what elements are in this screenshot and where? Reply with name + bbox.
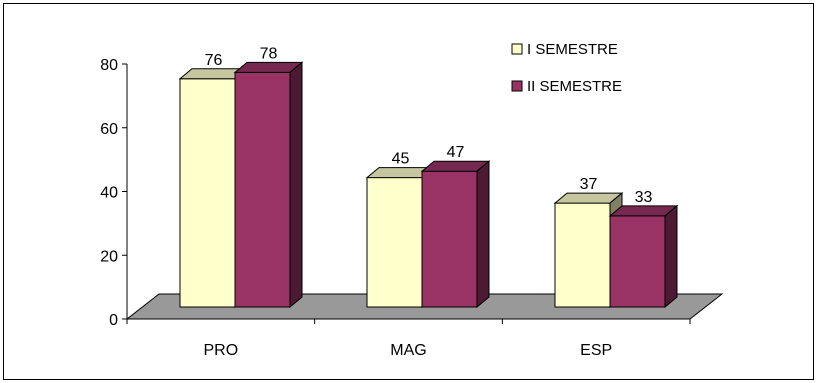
bar-side <box>289 61 303 309</box>
data-label: 37 <box>580 176 598 193</box>
data-label: 33 <box>635 189 653 206</box>
y-tick-label: 0 <box>109 312 118 329</box>
bar-front <box>179 78 236 308</box>
y-tick-label: 60 <box>100 121 118 138</box>
data-label: 76 <box>205 52 223 69</box>
bar-front <box>234 71 291 308</box>
legend-swatch <box>511 43 523 55</box>
legend-swatch <box>511 80 523 92</box>
data-label: 45 <box>392 151 410 168</box>
bar-side <box>664 204 678 309</box>
legend: I SEMESTRE II SEMESTRE <box>511 41 622 95</box>
y-tick-label: 20 <box>100 248 118 265</box>
y-tick-label: 80 <box>100 57 118 74</box>
x-tick-label: PRO <box>203 342 238 359</box>
bar-side <box>476 160 490 309</box>
axes-group: 0 20 40 60 80 PRO MAG ESP <box>100 57 691 359</box>
data-label: 47 <box>447 144 465 161</box>
y-tick-label: 40 <box>100 185 118 202</box>
bar-front <box>366 177 423 308</box>
legend-label: II SEMESTRE <box>527 78 622 95</box>
bar-front <box>609 215 666 308</box>
x-tick-label: ESP <box>580 342 612 359</box>
bars-group <box>178 61 679 309</box>
data-label: 78 <box>260 45 278 62</box>
x-tick-label: MAG <box>390 342 426 359</box>
bar-front <box>554 202 611 308</box>
legend-label: I SEMESTRE <box>527 41 618 58</box>
data-labels-group: 76 78 45 47 37 33 <box>205 45 653 205</box>
bar-front <box>421 170 478 308</box>
